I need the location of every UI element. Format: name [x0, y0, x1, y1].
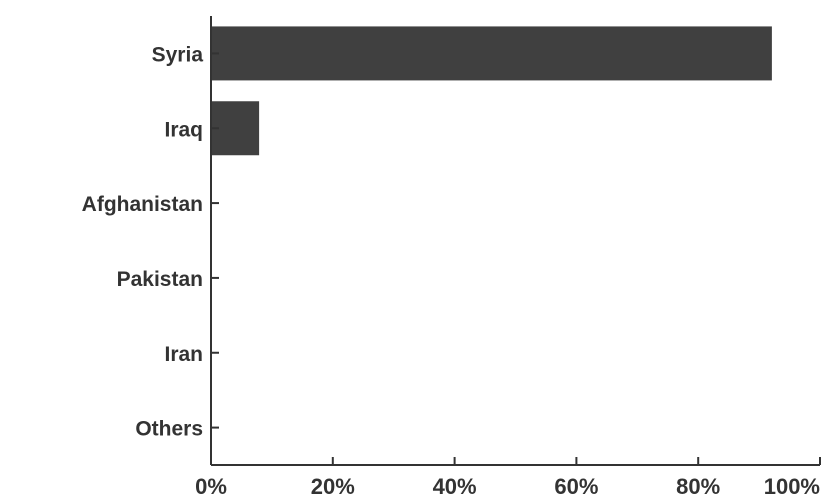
category-label-pakistan: Pakistan [117, 268, 203, 291]
category-label-afghanistan: Afghanistan [82, 193, 203, 216]
x-tick-label-40: 40% [433, 474, 477, 499]
x-tick-label-0: 0% [195, 474, 227, 499]
category-ticks-group [211, 52, 219, 429]
category-label-others: Others [135, 418, 203, 441]
x-tick-label-20: 20% [311, 474, 355, 499]
x-tick-label-100: 100% [764, 474, 820, 499]
bar-iraq [211, 101, 260, 156]
x-tick-label-60: 60% [554, 474, 598, 499]
category-label-syria: Syria [152, 43, 204, 66]
x-tick-label-80: 80% [676, 474, 720, 499]
category-labels-group: Syria Iraq Afghanistan Pakistan Iran Others [82, 43, 204, 440]
category-label-iran: Iran [164, 343, 203, 366]
category-label-iraq: Iraq [164, 118, 203, 141]
bar-syria [211, 26, 772, 81]
x-tick-labels-group: 0% 20% 40% 60% 80% 100% [195, 474, 820, 499]
bars-group [211, 26, 772, 156]
x-ticks-group [210, 457, 821, 465]
